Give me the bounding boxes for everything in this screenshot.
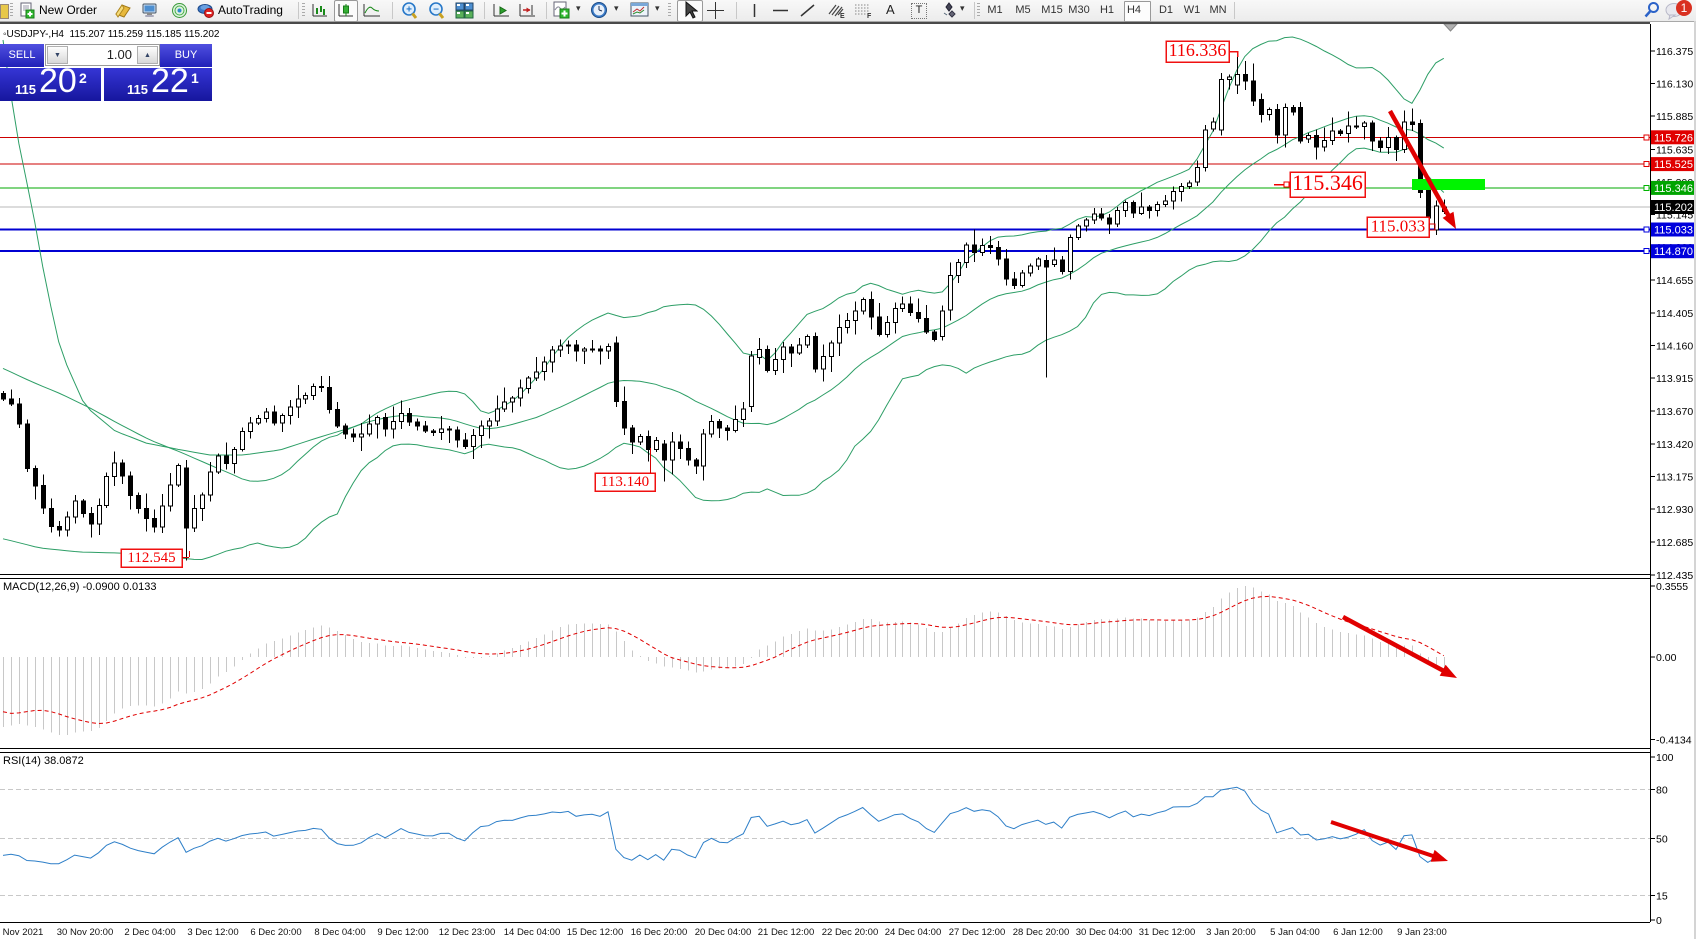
svg-text:15: 15 xyxy=(1656,891,1668,903)
svg-text:1: 1 xyxy=(1681,1,1688,15)
svg-text:14 Dec 04:00: 14 Dec 04:00 xyxy=(504,927,561,938)
svg-text:22 Dec 20:00: 22 Dec 20:00 xyxy=(822,927,879,938)
svg-text:2 Dec 04:00: 2 Dec 04:00 xyxy=(124,927,175,938)
svg-text:100: 100 xyxy=(1656,752,1674,764)
svg-text:114.405: 114.405 xyxy=(1656,308,1693,320)
svg-text:112.930: 112.930 xyxy=(1656,504,1693,516)
svg-text:50: 50 xyxy=(1656,834,1668,846)
svg-text:15 Dec 12:00: 15 Dec 12:00 xyxy=(567,927,624,938)
svg-text:Nov 2021: Nov 2021 xyxy=(3,927,44,938)
svg-text:−: − xyxy=(433,5,439,16)
svg-text:80: 80 xyxy=(1656,785,1668,797)
svg-text:16 Dec 20:00: 16 Dec 20:00 xyxy=(631,927,688,938)
svg-text:30 Nov 20:00: 30 Nov 20:00 xyxy=(57,927,114,938)
svg-text:5 Jan 04:00: 5 Jan 04:00 xyxy=(1270,927,1320,938)
svg-text:30 Dec 04:00: 30 Dec 04:00 xyxy=(1076,927,1133,938)
svg-text:116.336: 116.336 xyxy=(1169,40,1227,60)
svg-text:115.525: 115.525 xyxy=(1654,159,1693,171)
svg-text:3 Dec 12:00: 3 Dec 12:00 xyxy=(187,927,238,938)
svg-text:20 Dec 04:00: 20 Dec 04:00 xyxy=(695,927,752,938)
svg-text:114.655: 114.655 xyxy=(1656,275,1693,287)
svg-text:27 Dec 12:00: 27 Dec 12:00 xyxy=(949,927,1006,938)
svg-text:9 Jan 23:00: 9 Jan 23:00 xyxy=(1397,927,1447,938)
svg-text:24 Dec 04:00: 24 Dec 04:00 xyxy=(885,927,942,938)
svg-text:112.545: 112.545 xyxy=(127,550,175,566)
svg-text:12 Dec 23:00: 12 Dec 23:00 xyxy=(439,927,496,938)
svg-text:0.3555: 0.3555 xyxy=(1656,581,1688,593)
svg-text:114.870: 114.870 xyxy=(1654,246,1693,258)
svg-text:+: + xyxy=(406,5,412,16)
svg-text:115.202: 115.202 xyxy=(1654,202,1693,214)
svg-text:-0.4134: -0.4134 xyxy=(1656,735,1692,747)
svg-text:115.033: 115.033 xyxy=(1371,216,1426,235)
svg-text:112.435: 112.435 xyxy=(1656,570,1693,582)
svg-text:0: 0 xyxy=(1656,915,1662,927)
svg-text:8 Dec 04:00: 8 Dec 04:00 xyxy=(314,927,365,938)
svg-text:116.130: 116.130 xyxy=(1656,79,1693,91)
svg-text:115.033: 115.033 xyxy=(1654,225,1693,237)
svg-text:115.346: 115.346 xyxy=(1292,170,1363,195)
svg-text:0.00: 0.00 xyxy=(1656,652,1677,664)
svg-text:115.885: 115.885 xyxy=(1656,111,1693,123)
svg-text:F: F xyxy=(867,13,872,20)
svg-text:114.160: 114.160 xyxy=(1656,341,1693,353)
svg-text:9 Dec 12:00: 9 Dec 12:00 xyxy=(377,927,428,938)
svg-text:112.685: 112.685 xyxy=(1656,537,1693,549)
svg-text:RSI(14) 38.0872: RSI(14) 38.0872 xyxy=(3,755,84,767)
svg-text:115.635: 115.635 xyxy=(1656,144,1693,156)
svg-text:6 Dec 20:00: 6 Dec 20:00 xyxy=(250,927,301,938)
svg-text:6 Jan 12:00: 6 Jan 12:00 xyxy=(1333,927,1383,938)
svg-text:115.346: 115.346 xyxy=(1654,183,1693,195)
svg-text:115.726: 115.726 xyxy=(1654,132,1693,144)
svg-text:28 Dec 20:00: 28 Dec 20:00 xyxy=(1013,927,1070,938)
svg-text:113.420: 113.420 xyxy=(1656,439,1693,451)
svg-text:MACD(12,26,9) -0.0900 0.0133: MACD(12,26,9) -0.0900 0.0133 xyxy=(3,581,156,593)
svg-text:21 Dec 12:00: 21 Dec 12:00 xyxy=(758,927,815,938)
svg-text:113.915: 113.915 xyxy=(1656,373,1693,385)
svg-text:3 Jan 20:00: 3 Jan 20:00 xyxy=(1206,927,1256,938)
svg-text:116.375: 116.375 xyxy=(1656,46,1693,58)
svg-text:113.670: 113.670 xyxy=(1656,406,1693,418)
svg-text:◦USDJPY-,H4 115.207 115.259 1: ◦USDJPY-,H4 115.207 115.259 115.185 115.… xyxy=(3,29,220,40)
svg-text:31 Dec 12:00: 31 Dec 12:00 xyxy=(1139,927,1196,938)
svg-text:113.140: 113.140 xyxy=(601,474,649,490)
svg-text:E: E xyxy=(840,13,845,20)
svg-text:113.175: 113.175 xyxy=(1656,472,1693,484)
